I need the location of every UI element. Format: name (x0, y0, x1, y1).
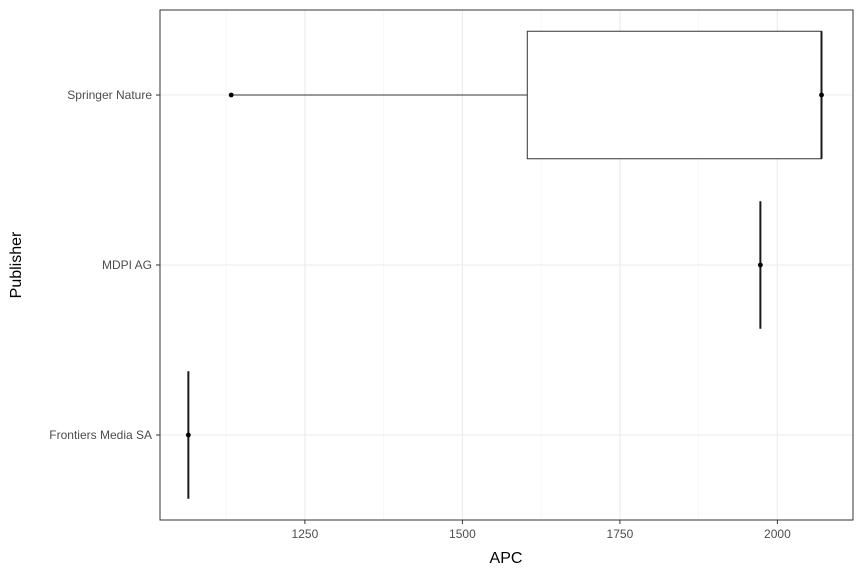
x-axis-title: APC (490, 550, 523, 567)
x-tick-label: 1250 (292, 527, 319, 541)
box-group-frontiers-media-sa (185, 371, 191, 499)
data-point (819, 92, 824, 98)
x-tick-label: 1750 (607, 527, 634, 541)
box-group-mdpi-ag (757, 201, 763, 329)
data-point (185, 432, 191, 438)
box-plots (185, 30, 824, 499)
box-iqr (526, 30, 822, 160)
x-tick-label: 2000 (764, 527, 791, 541)
data-point (757, 262, 763, 268)
y-tick-label: Springer Nature (67, 88, 152, 102)
x-axis: 1250 1500 1750 2000 (292, 520, 791, 541)
x-tick-label: 1500 (449, 527, 476, 541)
y-tick-label: Frontiers Media SA (49, 428, 152, 442)
box-group-springer-nature (228, 30, 824, 160)
y-tick-label: MDPI AG (102, 258, 152, 272)
y-axis: Springer Nature MDPI AG Frontiers Media SA (49, 88, 160, 442)
y-axis-title: Publisher (8, 231, 25, 298)
data-point (228, 92, 234, 98)
